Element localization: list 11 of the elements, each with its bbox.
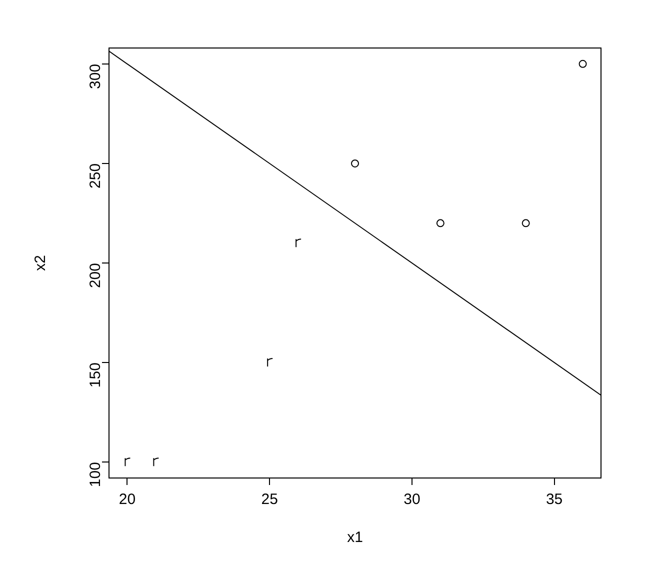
x-tick-label: 25: [261, 491, 278, 508]
y-tick-label: 200: [87, 263, 104, 288]
y-tick-label: 300: [87, 64, 104, 89]
y-axis-title: x2: [32, 255, 50, 271]
x-axis-title: x1: [347, 529, 363, 546]
x-tick-label: 30: [404, 491, 420, 508]
x-tick-label: 20: [118, 491, 136, 508]
y-tick-label: 100: [87, 462, 104, 488]
y-tick-label: 150: [87, 362, 104, 388]
x-tick-label: 35: [546, 491, 563, 508]
y-tick-label: 250: [87, 163, 104, 188]
